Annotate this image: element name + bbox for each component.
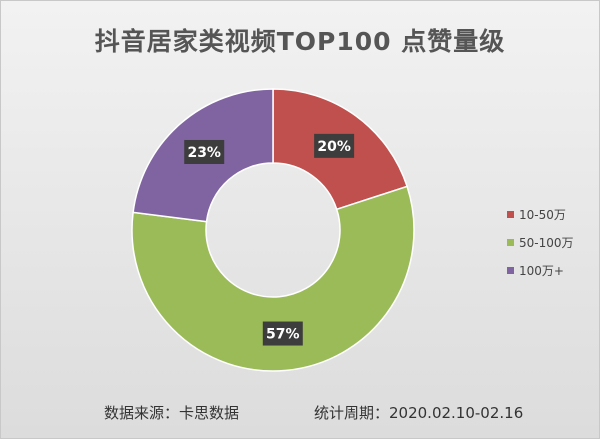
legend-label: 100万+	[519, 263, 564, 278]
legend: 10-50万 50-100万 100万+	[507, 200, 593, 284]
slice-label-box	[262, 321, 303, 346]
legend-label: 10-50万	[519, 207, 566, 222]
data-source: 数据来源：卡思数据	[104, 404, 240, 422]
donut-labels: 20% 57% 23%	[184, 133, 355, 346]
legend-swatch	[507, 238, 514, 246]
legend-item: 50-100万	[507, 228, 593, 256]
slice-label-text: 20%	[317, 139, 351, 155]
slice-label-text: 57%	[266, 327, 300, 343]
stat-period: 统计周期：2020.02.10-02.16	[314, 404, 524, 422]
slice-label-text: 23%	[187, 145, 221, 161]
slice-label: 57%	[262, 321, 303, 346]
slice-label-box	[314, 133, 355, 158]
legend-item: 100万+	[507, 256, 593, 284]
donut-slice	[131, 185, 415, 372]
chart-title: 抖音居家类视频TOP100 点赞量级	[94, 27, 506, 56]
legend-swatch	[507, 210, 514, 218]
slice-label: 20%	[314, 133, 355, 158]
legend-item: 10-50万	[507, 200, 593, 228]
slice-label-box	[184, 139, 225, 164]
slice-label: 23%	[184, 139, 225, 164]
legend-swatch	[507, 266, 514, 274]
legend-label: 50-100万	[519, 235, 574, 250]
